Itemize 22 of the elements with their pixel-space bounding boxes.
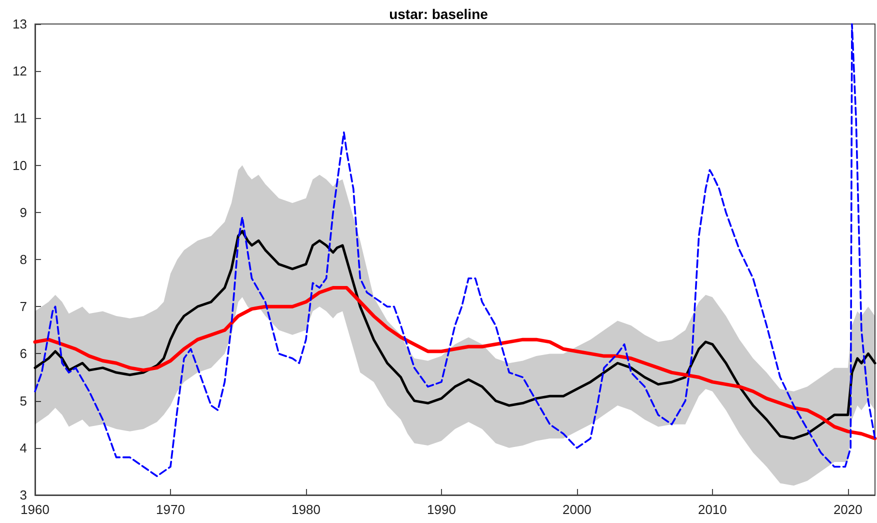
- y-tick-label: 7: [20, 299, 27, 314]
- y-tick-label: 10: [12, 158, 27, 173]
- chart-title: ustar: baseline: [389, 6, 488, 22]
- x-tick-label: 1990: [426, 502, 456, 517]
- x-tick-label: 1960: [20, 502, 50, 517]
- line-series: [34, 230, 876, 440]
- x-tick-label: 2000: [562, 502, 592, 517]
- x-tick-label: 1980: [292, 502, 320, 517]
- y-tick-label: 5: [20, 393, 27, 408]
- y-tick-label: 4: [20, 440, 27, 456]
- x-tick-label: 1970: [156, 502, 185, 517]
- y-tick-label: 6: [20, 346, 27, 362]
- x-tick-label: 2020: [833, 502, 862, 517]
- y-tick-label: 3: [20, 488, 27, 502]
- y-tick-label: 13: [12, 16, 27, 32]
- y-tick-label: 11: [14, 110, 27, 126]
- y-tick-label: 8: [20, 252, 27, 267]
- y-tick-label: 12: [12, 64, 27, 79]
- line-series: [33, 286, 877, 440]
- x-tick-label: 2010: [698, 502, 727, 517]
- y-tick-label: 9: [20, 204, 27, 220]
- line-series: [34, 23, 876, 478]
